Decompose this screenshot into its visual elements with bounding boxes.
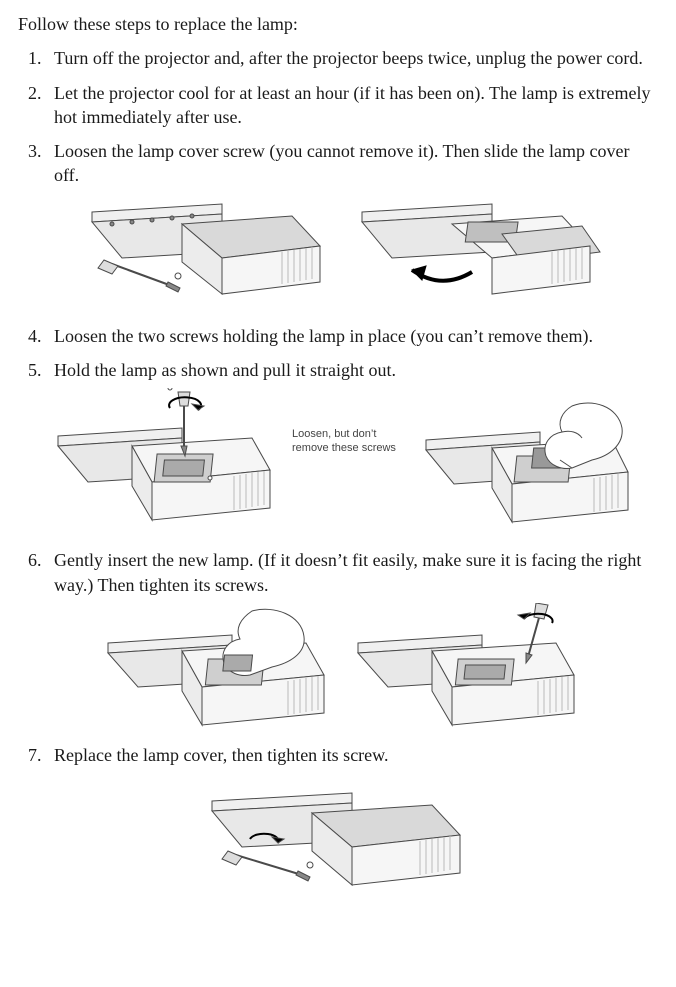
step-text: Gently insert the new lamp. (If it doesn…: [54, 550, 641, 594]
step-4: Loosen the two screws holding the lamp i…: [46, 324, 658, 348]
figure-row: [26, 773, 658, 903]
steps-list: Turn off the projector and, after the pr…: [18, 46, 658, 903]
step-3: Loosen the lamp cover screw (you cannot …: [46, 139, 658, 314]
figure-projector-cover-screw: [82, 194, 332, 314]
step-2: Let the projector cool for at least an h…: [46, 81, 658, 130]
step-text: Loosen the lamp cover screw (you cannot …: [54, 141, 629, 185]
figure-projector-lamp-screws: [52, 388, 272, 538]
figure-row: [26, 603, 658, 733]
step-6: Gently insert the new lamp. (If it doesn…: [46, 548, 658, 733]
step-7: Replace the lamp cover, then tighten its…: [46, 743, 658, 903]
step-text: Hold the lamp as shown and pull it strai…: [54, 360, 396, 380]
step-text: Turn off the projector and, after the pr…: [54, 48, 643, 68]
figure-row: Loosen, but don’t remove these screws: [26, 388, 658, 538]
step-5: Hold the lamp as shown and pull it strai…: [46, 358, 658, 538]
intro-text: Follow these steps to replace the lamp:: [18, 12, 658, 36]
figure-projector-lamp-insert: [102, 603, 332, 733]
figure-projector-lamp-pull: [422, 388, 632, 538]
figure-row: [26, 194, 658, 314]
figure-projector-cover-replace: [202, 773, 482, 903]
step-text: Let the projector cool for at least an h…: [54, 83, 650, 127]
step-1: Turn off the projector and, after the pr…: [46, 46, 658, 70]
figure-projector-cover-slide: [352, 194, 602, 314]
figure-caption: Loosen, but don’t remove these screws: [292, 428, 402, 456]
figure-projector-lamp-tighten: [352, 603, 582, 733]
step-text: Loosen the two screws holding the lamp i…: [54, 326, 593, 346]
step-text: Replace the lamp cover, then tighten its…: [54, 745, 389, 765]
